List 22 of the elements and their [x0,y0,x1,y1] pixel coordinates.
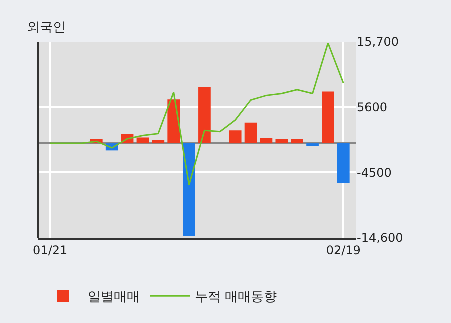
x-tick-label: 02/19 [326,243,361,258]
y-tick-label: 5600 [357,100,388,115]
bar [322,92,334,144]
chart-title: 외국인 [27,20,66,36]
legend-label: 누적 매매동향 [195,290,278,306]
y-tick-label: 15,700 [357,35,399,50]
bar [306,144,319,146]
legend-label: 일별매매 [88,290,140,306]
bar [229,130,242,144]
bar [337,144,350,184]
bar [152,140,165,144]
bar [183,144,196,236]
bar [291,139,304,144]
bar [244,122,258,144]
y-tick-label: -14,600 [357,231,404,246]
y-tick-label: -4500 [357,166,392,180]
bar [198,87,211,144]
bar [136,138,150,144]
bar [276,139,288,144]
x-tick-label: 01/21 [33,243,68,258]
line-series [50,42,344,186]
bar [260,138,273,144]
